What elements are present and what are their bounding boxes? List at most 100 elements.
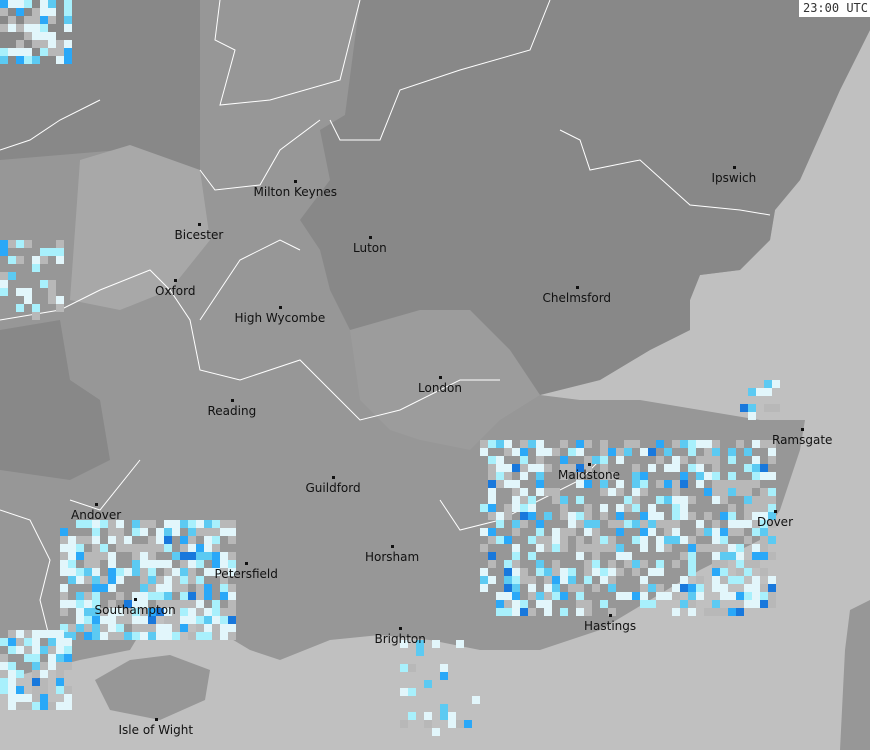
radar-pixel: [212, 552, 220, 560]
radar-pixel: [64, 40, 72, 48]
radar-pixel: [164, 616, 172, 624]
radar-pixel: [40, 32, 48, 40]
radar-pixel: [204, 520, 212, 528]
radar-pixel: [704, 456, 712, 464]
radar-pixel: [48, 248, 56, 256]
radar-pixel: [736, 520, 744, 528]
radar-pixel: [760, 568, 768, 576]
radar-pixel: [764, 404, 772, 412]
radar-pixel: [576, 464, 584, 472]
radar-pixel: [100, 552, 108, 560]
radar-pixel: [92, 568, 100, 576]
radar-pixel: [8, 662, 16, 670]
radar-pixel: [512, 608, 520, 616]
radar-pixel: [108, 584, 116, 592]
radar-pixel: [76, 520, 84, 528]
radar-pixel: [592, 544, 600, 552]
radar-pixel: [172, 584, 180, 592]
radar-pixel: [140, 624, 148, 632]
radar-pixel: [656, 560, 664, 568]
radar-pixel: [148, 544, 156, 552]
radar-pixel: [736, 592, 744, 600]
radar-pixel: [504, 600, 512, 608]
radar-pixel: [760, 552, 768, 560]
radar-pixel: [64, 702, 72, 710]
radar-pixel: [752, 520, 760, 528]
radar-pixel: [760, 584, 768, 592]
radar-pixel: [544, 448, 552, 456]
radar-pixel: [108, 632, 116, 640]
radar-pixel: [64, 694, 72, 702]
city-label: High Wycombe: [234, 311, 326, 325]
radar-pixel: [488, 440, 496, 448]
city-dot: [576, 286, 579, 289]
radar-pixel: [116, 592, 124, 600]
radar-pixel: [488, 528, 496, 536]
radar-pixel: [768, 512, 776, 520]
radar-pixel: [56, 48, 64, 56]
radar-pixel: [712, 584, 720, 592]
radar-pixel: [752, 504, 760, 512]
radar-pixel: [528, 552, 536, 560]
radar-pixel: [552, 544, 560, 552]
radar-pixel: [576, 448, 584, 456]
radar-pixel: [528, 512, 536, 520]
radar-pixel: [92, 608, 100, 616]
radar-pixel: [688, 608, 696, 616]
radar-pixel: [680, 584, 688, 592]
radar-pixel: [172, 528, 180, 536]
radar-pixel: [752, 592, 760, 600]
radar-pixel: [608, 520, 616, 528]
radar-pixel: [56, 630, 64, 638]
radar-pixel: [488, 464, 496, 472]
radar-pixel: [220, 528, 228, 536]
radar-pixel: [432, 640, 440, 648]
radar-pixel: [592, 528, 600, 536]
radar-pixel: [408, 712, 416, 720]
radar-pixel: [704, 472, 712, 480]
radar-pixel: [520, 576, 528, 584]
radar-pixel: [56, 702, 64, 710]
radar-pixel: [536, 536, 544, 544]
radar-pixel: [712, 496, 720, 504]
radar-pixel: [488, 560, 496, 568]
radar-pixel: [496, 520, 504, 528]
radar-pixel: [100, 632, 108, 640]
radar-pixel: [180, 576, 188, 584]
radar-pixel: [108, 608, 116, 616]
radar-pixel: [116, 536, 124, 544]
city-label: Horsham: [365, 550, 420, 564]
radar-pixel: [696, 472, 704, 480]
radar-pixel: [156, 592, 164, 600]
radar-pixel: [472, 696, 480, 704]
radar-pixel: [64, 686, 72, 694]
radar-pixel: [148, 592, 156, 600]
city-label: Chelmsford: [542, 291, 612, 305]
radar-pixel: [656, 544, 664, 552]
radar-pixel: [672, 496, 680, 504]
radar-pixel: [744, 560, 752, 568]
city-label: Guildford: [305, 481, 361, 495]
radar-pixel: [736, 488, 744, 496]
radar-pixel: [560, 568, 568, 576]
radar-pixel: [720, 584, 728, 592]
radar-pixel: [68, 576, 76, 584]
radar-pixel: [520, 600, 528, 608]
radar-pixel: [768, 536, 776, 544]
radar-pixel: [108, 600, 116, 608]
radar-pixel: [64, 654, 72, 662]
radar-pixel: [56, 670, 64, 678]
radar-pixel: [712, 440, 720, 448]
radar-pixel: [24, 296, 32, 304]
radar-pixel: [164, 536, 172, 544]
radar-pixel: [624, 520, 632, 528]
radar-pixel: [32, 24, 40, 32]
radar-pixel: [704, 544, 712, 552]
radar-pixel: [608, 576, 616, 584]
radar-pixel: [772, 404, 780, 412]
radar-pixel: [760, 520, 768, 528]
radar-pixel: [16, 646, 24, 654]
radar-pixel: [536, 448, 544, 456]
radar-pixel: [704, 448, 712, 456]
